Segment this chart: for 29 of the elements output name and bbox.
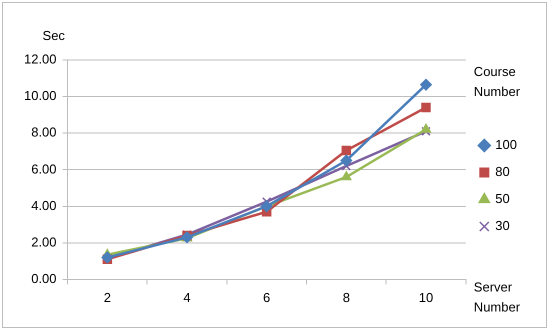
point xyxy=(342,161,351,171)
y-tick-label: 10.00 xyxy=(24,88,57,104)
point xyxy=(342,146,352,156)
point xyxy=(421,126,431,136)
x-tick-label: 4 xyxy=(183,290,191,305)
y-tick-label: 0.00 xyxy=(31,270,57,286)
legend-label: 80 xyxy=(495,164,510,180)
legend-label: 50 xyxy=(495,191,510,206)
x-tick-label: 2 xyxy=(104,290,111,305)
x-axis-title: Server Number xyxy=(474,279,521,314)
y-tick-label: 2.00 xyxy=(31,234,57,250)
x-tick-label: 8 xyxy=(342,290,350,305)
y-tick-label: 6.00 xyxy=(31,161,57,176)
point xyxy=(101,251,114,264)
point xyxy=(341,171,352,180)
x-tick-label: 6 xyxy=(263,290,270,305)
point xyxy=(260,200,273,212)
x-tick-label: 10 xyxy=(418,290,434,305)
y-tick-label: 4.00 xyxy=(31,198,57,213)
legend-label: 100 xyxy=(495,137,518,152)
legend-title: Course Number xyxy=(474,64,521,100)
y-tick-label: 12.00 xyxy=(24,52,57,67)
point xyxy=(421,102,431,112)
y-tick-label: 8.00 xyxy=(31,124,57,140)
point xyxy=(340,154,352,167)
point xyxy=(420,123,432,133)
legend-label: 30 xyxy=(495,218,510,234)
point xyxy=(420,78,432,91)
y-axis-title: Sec xyxy=(42,28,66,44)
